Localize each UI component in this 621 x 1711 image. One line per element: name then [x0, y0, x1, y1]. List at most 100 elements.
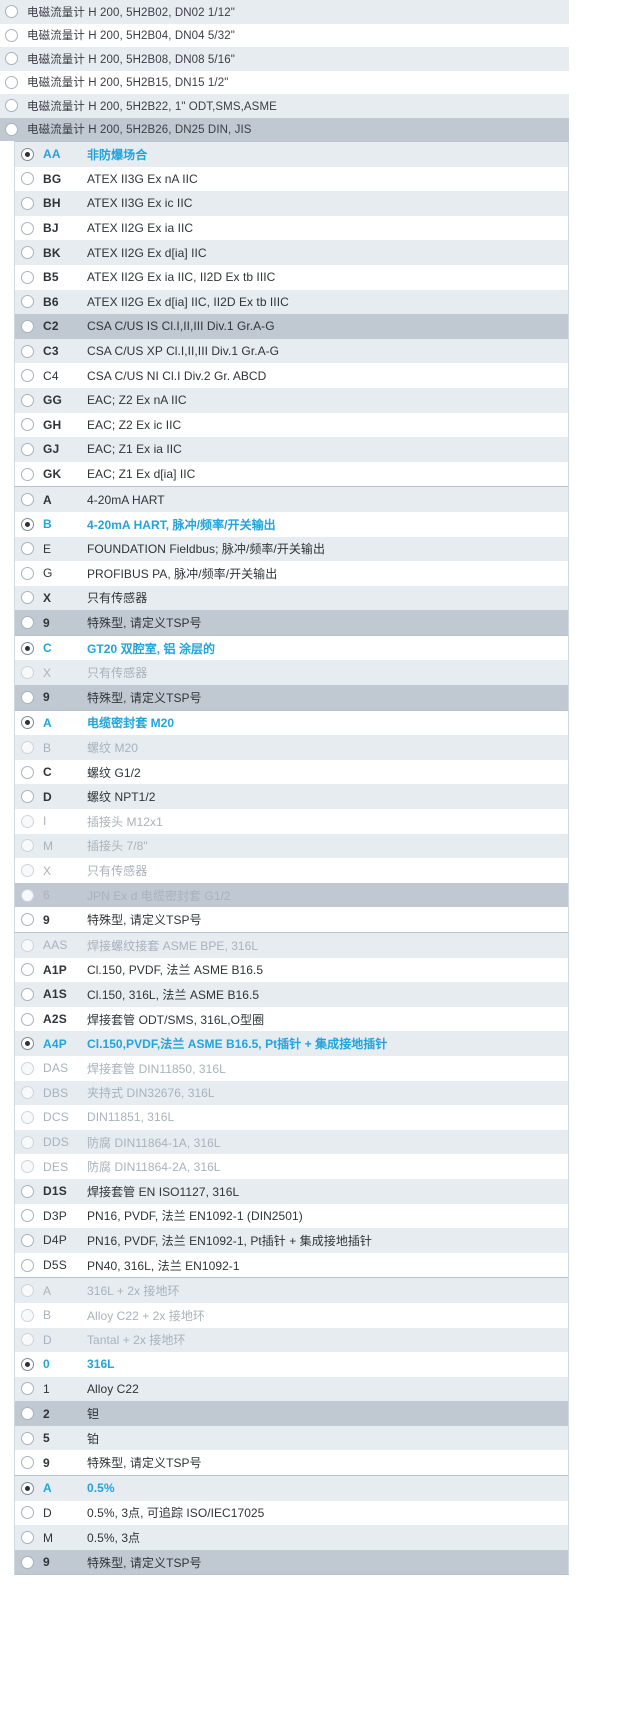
option-row-d5s[interactable]: D5S PN40, 316L, 法兰 EN1092-1 [15, 1252, 568, 1278]
product-row[interactable]: 电磁流量计 H 200, 5H2B04, DN04 5/32" [0, 23, 569, 47]
option-row-b6[interactable]: B6 ATEX II2G Ex d[ia] IIC, II2D Ex tb III… [15, 289, 568, 315]
option-row-m[interactable]: M 0.5%, 3点 [15, 1525, 568, 1550]
radio-button-selected-icon[interactable] [21, 147, 34, 161]
option-row-0[interactable]: 0 316L [15, 1352, 568, 1377]
option-row-a4p[interactable]: A4P Cl.150,PVDF,法兰 ASME B16.5, Pt插针 + 集成接… [15, 1031, 568, 1056]
radio-button-icon[interactable] [21, 270, 34, 284]
option-row-9[interactable]: 9 特殊型, 请定义TSP号 [15, 685, 568, 710]
option-row-c3[interactable]: C3 CSA C/US XP Cl.I,II,III Div.1 Gr.A-G [15, 338, 568, 364]
option-row-g[interactable]: G PROFIBUS PA, 脉冲/频率/开关输出 [15, 561, 568, 586]
product-row[interactable]: 电磁流量计 H 200, 5H2B22, 1" ODT,SMS,ASME [0, 94, 569, 118]
option-row-1[interactable]: 1 Alloy C22 [15, 1376, 568, 1402]
radio-button-selected-icon[interactable] [21, 1481, 34, 1495]
radio-button-icon[interactable] [21, 963, 34, 977]
radio-button-icon[interactable] [21, 690, 34, 704]
option-row-9[interactable]: 9 特殊型, 请定义TSP号 [15, 907, 568, 932]
option-row-9[interactable]: 9 特殊型, 请定义TSP号 [15, 1549, 568, 1575]
radio-button-icon[interactable] [21, 393, 34, 407]
product-row[interactable]: 电磁流量计 H 200, 5H2B15, DN15 1/2" [0, 70, 569, 94]
radio-button-icon[interactable] [21, 172, 34, 186]
product-row[interactable]: 电磁流量计 H 200, 5H2B02, DN02 1/12" [0, 0, 569, 24]
option-row-9[interactable]: 9 特殊型, 请定义TSP号 [15, 610, 568, 635]
option-row-d4p[interactable]: D4P PN16, PVDF, 法兰 EN1092-1, Pt插针 + 集成接地插… [15, 1228, 568, 1253]
radio-button-icon[interactable] [21, 591, 34, 605]
radio-button-icon[interactable] [21, 1233, 34, 1247]
radio-button-icon[interactable] [21, 295, 34, 309]
radio-button-icon[interactable] [21, 616, 34, 630]
option-row-d1s[interactable]: D1S 焊接套管 EN ISO1127, 316L [15, 1178, 568, 1204]
radio-button-icon[interactable] [5, 122, 18, 136]
option-code: B [43, 1308, 52, 1323]
option-row-a[interactable]: A 电缆密封套 M20 [15, 710, 568, 736]
radio-button-icon[interactable] [21, 566, 34, 580]
radio-button-selected-icon[interactable] [21, 641, 34, 655]
radio-button-icon[interactable] [21, 1431, 34, 1445]
option-row-a2s[interactable]: A2S 焊接套管 ODT/SMS, 316L,O型圈 [15, 1006, 568, 1032]
radio-button-icon[interactable] [21, 987, 34, 1001]
radio-button-icon[interactable] [21, 913, 34, 927]
option-row-bh[interactable]: BH ATEX II3G Ex ic IIC [15, 191, 568, 216]
radio-button-icon[interactable] [21, 319, 34, 333]
radio-button-icon[interactable] [21, 493, 34, 507]
radio-button-icon[interactable] [21, 1012, 34, 1026]
radio-button-selected-icon[interactable] [21, 517, 34, 531]
option-row-a[interactable]: A 0.5% [15, 1476, 568, 1501]
radio-button-icon[interactable] [21, 1209, 34, 1223]
radio-button-icon[interactable] [21, 1407, 34, 1421]
radio-button-icon[interactable] [21, 344, 34, 358]
radio-button-icon[interactable] [21, 246, 34, 260]
radio-button-icon[interactable] [5, 28, 18, 42]
radio-button-icon[interactable] [21, 1506, 34, 1520]
option-row-c[interactable]: C GT20 双腔室, 铝 涂层的 [15, 635, 568, 661]
radio-button-icon[interactable] [5, 75, 18, 89]
option-row-c4[interactable]: C4 CSA C/US NI Cl.I Div.2 Gr. ABCD [15, 363, 568, 388]
option-row-b[interactable]: B 4-20mA HART, 脉冲/频率/开关输出 [15, 511, 568, 537]
radio-button-icon[interactable] [21, 542, 34, 556]
radio-button-icon[interactable] [5, 99, 18, 113]
option-row-e[interactable]: E FOUNDATION Fieldbus; 脉冲/频率/开关输出 [15, 536, 568, 562]
radio-button-icon[interactable] [21, 1184, 34, 1198]
radio-button-icon[interactable] [21, 442, 34, 456]
radio-button-icon[interactable] [21, 765, 34, 779]
option-row-d[interactable]: D 螺纹 NPT1/2 [15, 784, 568, 810]
product-row[interactable]: 电磁流量计 H 200, 5H2B08, DN08 5/16" [0, 47, 569, 71]
option-row-gj[interactable]: GJ EAC; Z1 Ex ia IIC [15, 437, 568, 462]
option-row-gg[interactable]: GG EAC; Z2 Ex nA IIC [15, 387, 568, 413]
option-row-a1s[interactable]: A1S Cl.150, 316L, 法兰 ASME B16.5 [15, 982, 568, 1007]
option-row-9[interactable]: 9 特殊型, 请定义TSP号 [15, 1450, 568, 1476]
radio-button-icon[interactable] [21, 1258, 34, 1272]
option-row-bj[interactable]: BJ ATEX II2G Ex ia IIC [15, 215, 568, 241]
option-row-gk[interactable]: GK EAC; Z1 Ex d[ia] IIC [15, 461, 568, 487]
option-row-a[interactable]: A 4-20mA HART [15, 487, 568, 512]
radio-button-selected-icon[interactable] [21, 716, 34, 730]
option-row-a1p[interactable]: A1P Cl.150, PVDF, 法兰 ASME B16.5 [15, 957, 568, 983]
radio-button-icon[interactable] [21, 790, 34, 804]
radio-button-icon[interactable] [21, 418, 34, 432]
radio-button-icon[interactable] [5, 5, 18, 19]
option-row-c2[interactable]: C2 CSA C/US IS Cl.I,II,III Div.1 Gr.A-G [15, 314, 568, 339]
radio-button-icon[interactable] [21, 196, 34, 210]
radio-button-selected-icon[interactable] [21, 1037, 34, 1051]
radio-button-icon[interactable] [21, 1456, 34, 1470]
option-row-x[interactable]: X 只有传感器 [15, 585, 568, 611]
option-row-bk[interactable]: BK ATEX II2G Ex d[ia] IIC [15, 240, 568, 265]
radio-button-icon[interactable] [21, 1555, 34, 1569]
radio-button-icon[interactable] [21, 221, 34, 235]
option-row-gh[interactable]: GH EAC; Z2 Ex ic IIC [15, 412, 568, 438]
option-row-bg[interactable]: BG ATEX II3G Ex nA IIC [15, 166, 568, 192]
option-description: 焊接套管 ODT/SMS, 316L,O型圈 [87, 1012, 265, 1027]
radio-button-icon[interactable] [21, 369, 34, 383]
radio-button-icon[interactable] [21, 467, 34, 481]
product-row[interactable]: 电磁流量计 H 200, 5H2B26, DN25 DIN, JIS [0, 117, 569, 141]
option-row-aa[interactable]: AA 非防爆场合 [15, 142, 568, 167]
radio-button-selected-icon[interactable] [21, 1357, 34, 1371]
radio-button-icon[interactable] [21, 1531, 34, 1545]
option-row-d3p[interactable]: D3P PN16, PVDF, 法兰 EN1092-1 (DIN2501) [15, 1203, 568, 1229]
option-row-d[interactable]: D 0.5%, 3点, 可追踪 ISO/IEC17025 [15, 1500, 568, 1526]
option-row-c[interactable]: C 螺纹 G1/2 [15, 759, 568, 785]
radio-button-icon[interactable] [5, 52, 18, 66]
option-row-b5[interactable]: B5 ATEX II2G Ex ia IIC, II2D Ex tb IIIC [15, 264, 568, 290]
radio-button-icon[interactable] [21, 1382, 34, 1396]
